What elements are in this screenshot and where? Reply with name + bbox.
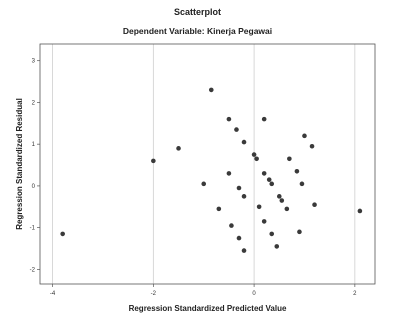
scatter-point [176, 146, 181, 151]
scatter-point [357, 208, 363, 214]
scatter-point [269, 181, 275, 187]
y-tick-label: 1 [32, 142, 36, 148]
scatter-point [302, 133, 307, 139]
x-axis-label: Regression Standardized Predicted Value [129, 304, 287, 313]
scatter-point [254, 156, 259, 162]
x-tick-label: -4 [50, 291, 56, 297]
y-tick-label: -2 [30, 267, 36, 273]
scatter-point [251, 152, 257, 157]
scatter-point [208, 87, 214, 93]
scatter-point [261, 219, 267, 224]
gridlines [52, 44, 356, 284]
scatter-point [226, 171, 232, 176]
x-tick-label: 0 [252, 291, 256, 297]
scatter-point [276, 194, 282, 199]
scatter-point [309, 143, 315, 149]
scatter-point [236, 185, 242, 191]
data-points [60, 87, 363, 253]
x-tick-label: -2 [151, 291, 157, 297]
scatter-point [226, 116, 232, 122]
scatter-point [229, 223, 234, 228]
plot-frame [39, 43, 376, 285]
scatter-point [241, 194, 247, 199]
scatter-point [234, 127, 239, 132]
scatter-point [241, 248, 247, 253]
scatter-point [299, 181, 305, 187]
scatter-point [236, 235, 242, 241]
scatter-point [284, 206, 290, 212]
x-tick-label: 2 [353, 291, 357, 297]
scatter-point [294, 169, 300, 174]
scatter-point [60, 231, 65, 237]
y-tick-label: 2 [32, 100, 36, 106]
scatter-point [261, 116, 267, 122]
scatter-point [241, 139, 247, 145]
axis-ticks: -4 -2 0 2 -2 -1 0 1 2 3 [30, 59, 358, 297]
scatter-point [261, 171, 267, 176]
scatter-point [279, 198, 285, 203]
scatter-point [266, 177, 272, 182]
chart-subtitle: Dependent Variable: Kinerja Pegawai [122, 26, 273, 36]
scatter-point [269, 231, 275, 237]
scatter-point [297, 229, 302, 235]
y-axis-label: Regression Standardized Residual [15, 98, 24, 230]
y-tick-label: -1 [30, 226, 36, 232]
scatter-point [287, 156, 292, 162]
scatter-point [274, 244, 280, 249]
scatter-point [216, 206, 222, 212]
chart-title: Scatterplot [173, 7, 221, 17]
scatter-point [312, 202, 317, 207]
scatter-point [256, 204, 262, 210]
y-tick-label: 0 [32, 184, 36, 190]
y-tick-label: 3 [32, 59, 36, 65]
scatter-point [151, 158, 156, 164]
scatter-point [201, 181, 207, 187]
